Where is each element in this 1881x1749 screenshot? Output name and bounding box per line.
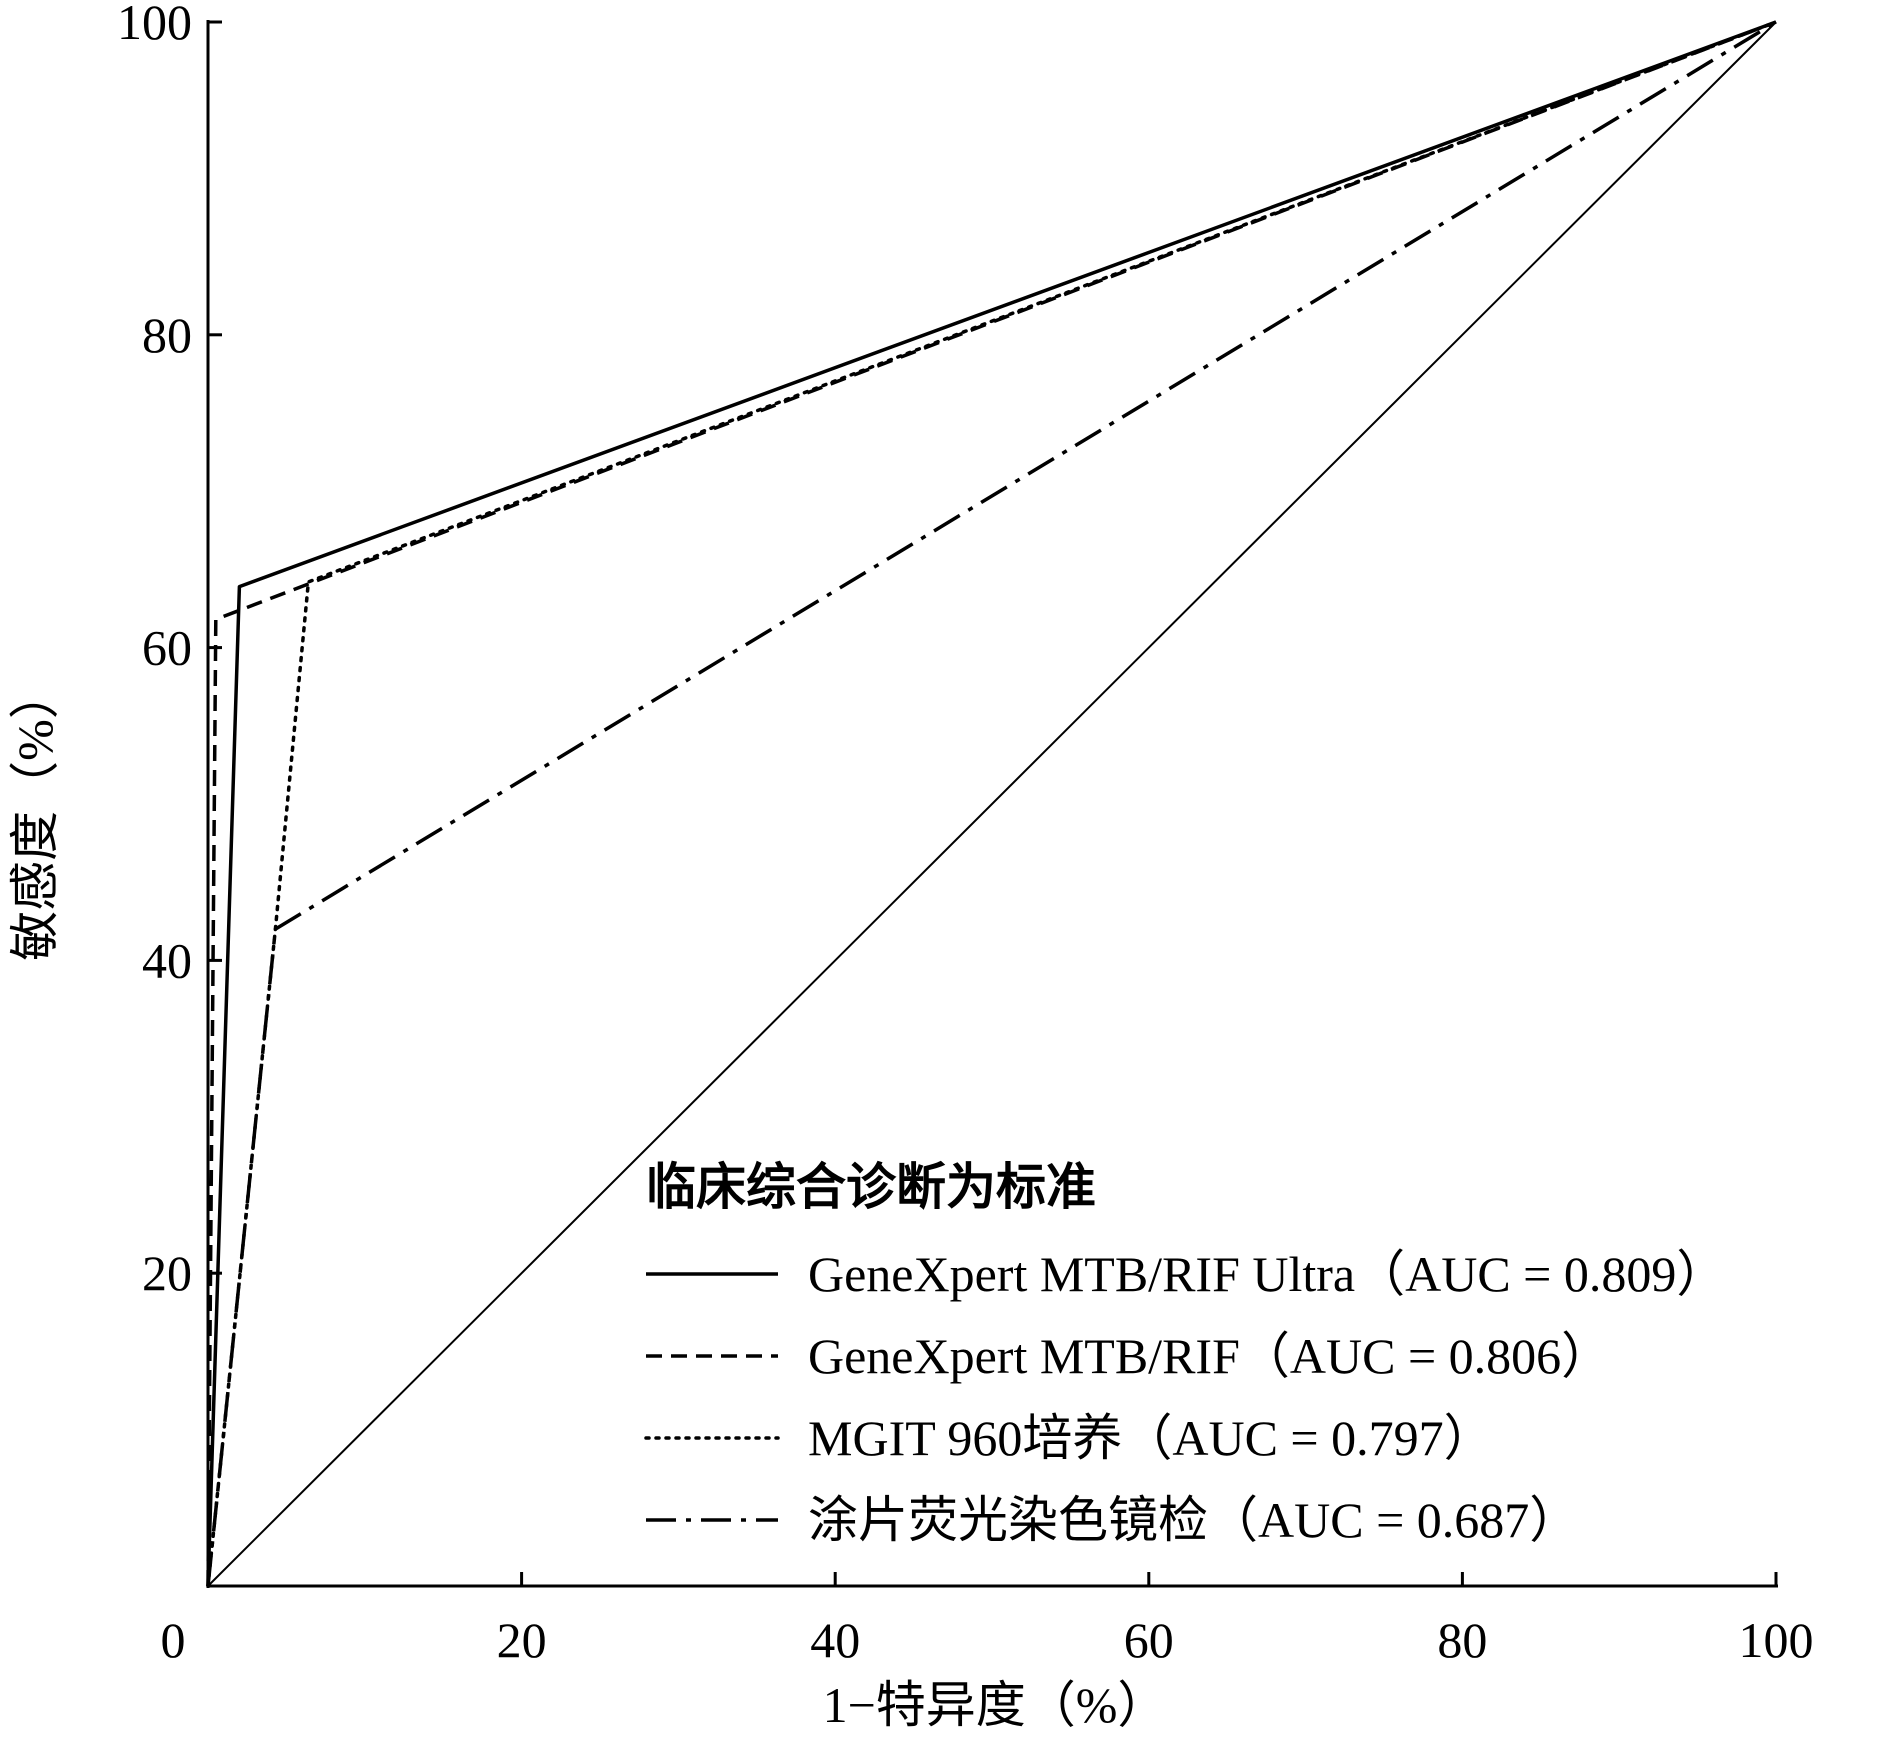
legend-title: 临床综合诊断为标准 — [646, 1159, 1096, 1215]
legend-label: 涂片荧光染色镜检（AUC = 0.687） — [808, 1492, 1579, 1548]
x-tick-label: 20 — [497, 1612, 547, 1668]
legend-label: GeneXpert MTB/RIF Ultra（AUC = 0.809） — [808, 1246, 1726, 1302]
x-tick-label: 100 — [1739, 1612, 1814, 1668]
legend-label: GeneXpert MTB/RIF（AUC = 0.806） — [808, 1328, 1611, 1384]
x-tick-label: 0 — [161, 1612, 186, 1668]
x-tick-label: 40 — [810, 1612, 860, 1668]
legend-label: MGIT 960培养（AUC = 0.797） — [808, 1410, 1494, 1466]
y-tick-label: 80 — [142, 307, 192, 363]
y-tick-label: 60 — [142, 620, 192, 676]
x-tick-label: 60 — [1124, 1612, 1174, 1668]
legend: 临床综合诊断为标准 GeneXpert MTB/RIF Ultra（AUC = … — [644, 1159, 1726, 1548]
y-tick-label: 40 — [142, 932, 192, 988]
series-line-solid — [206, 20, 1777, 1587]
y-tick-label: 100 — [117, 0, 192, 50]
y-tick-label: 20 — [142, 1245, 192, 1301]
plot-area: 0 20 40 60 80 100 20 40 60 80 100 — [117, 0, 1814, 1668]
reference-diagonal-line — [207, 21, 1777, 1587]
y-axis-title: 敏感度（%） — [7, 669, 63, 961]
x-tick-label: 80 — [1437, 1612, 1487, 1668]
x-axis-title: 1−特异度（%） — [823, 1677, 1168, 1733]
series-line-dashdot — [206, 20, 1777, 1587]
